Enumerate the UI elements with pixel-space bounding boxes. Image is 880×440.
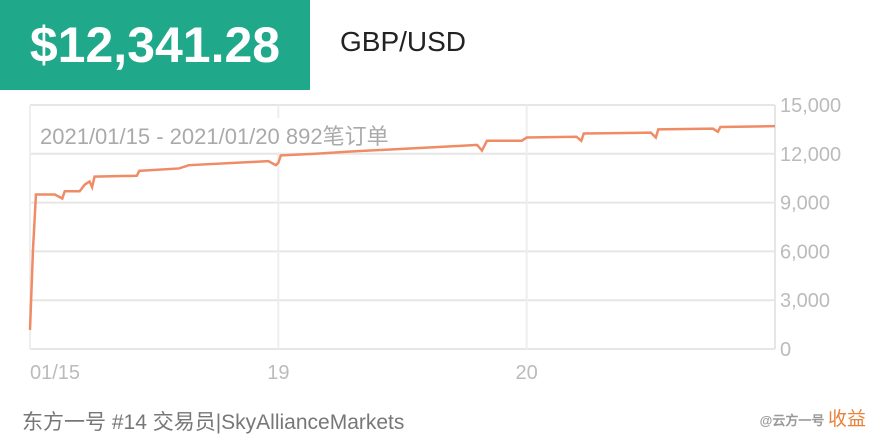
- x-tick-label: 19: [267, 362, 289, 384]
- watermark-label: 收益: [827, 409, 866, 430]
- price-line: [28, 124, 776, 331]
- price-badge: $12,341.28: [0, 0, 310, 90]
- y-tick-label: 15,000: [780, 95, 841, 117]
- title-background: [34, 118, 494, 152]
- y-tick-label: 9,000: [780, 193, 830, 215]
- x-tick-label: 20: [516, 362, 538, 384]
- y-tick-label: 0: [780, 339, 791, 361]
- y-tick-label: 6,000: [780, 241, 830, 263]
- footer: 东方一号 #14 交易员|SkyAllianceMarkets: [22, 411, 405, 434]
- y-tick-label: 3,000: [780, 290, 830, 312]
- y-tick-label: 12,000: [780, 144, 841, 166]
- watermark-source: @云方一号: [759, 413, 825, 428]
- chart-title: 2021/01/15 - 2021/01/20 892笔订单: [40, 124, 389, 149]
- currency-pair: GBP/USD: [340, 26, 467, 57]
- watermark: @云方一号 收益: [760, 404, 866, 431]
- chart: 0 3,000 6,000 9,000 12,000 15,000 01/15 19 20 202…: [28, 95, 841, 384]
- x-tick-label: 01/15: [30, 362, 80, 384]
